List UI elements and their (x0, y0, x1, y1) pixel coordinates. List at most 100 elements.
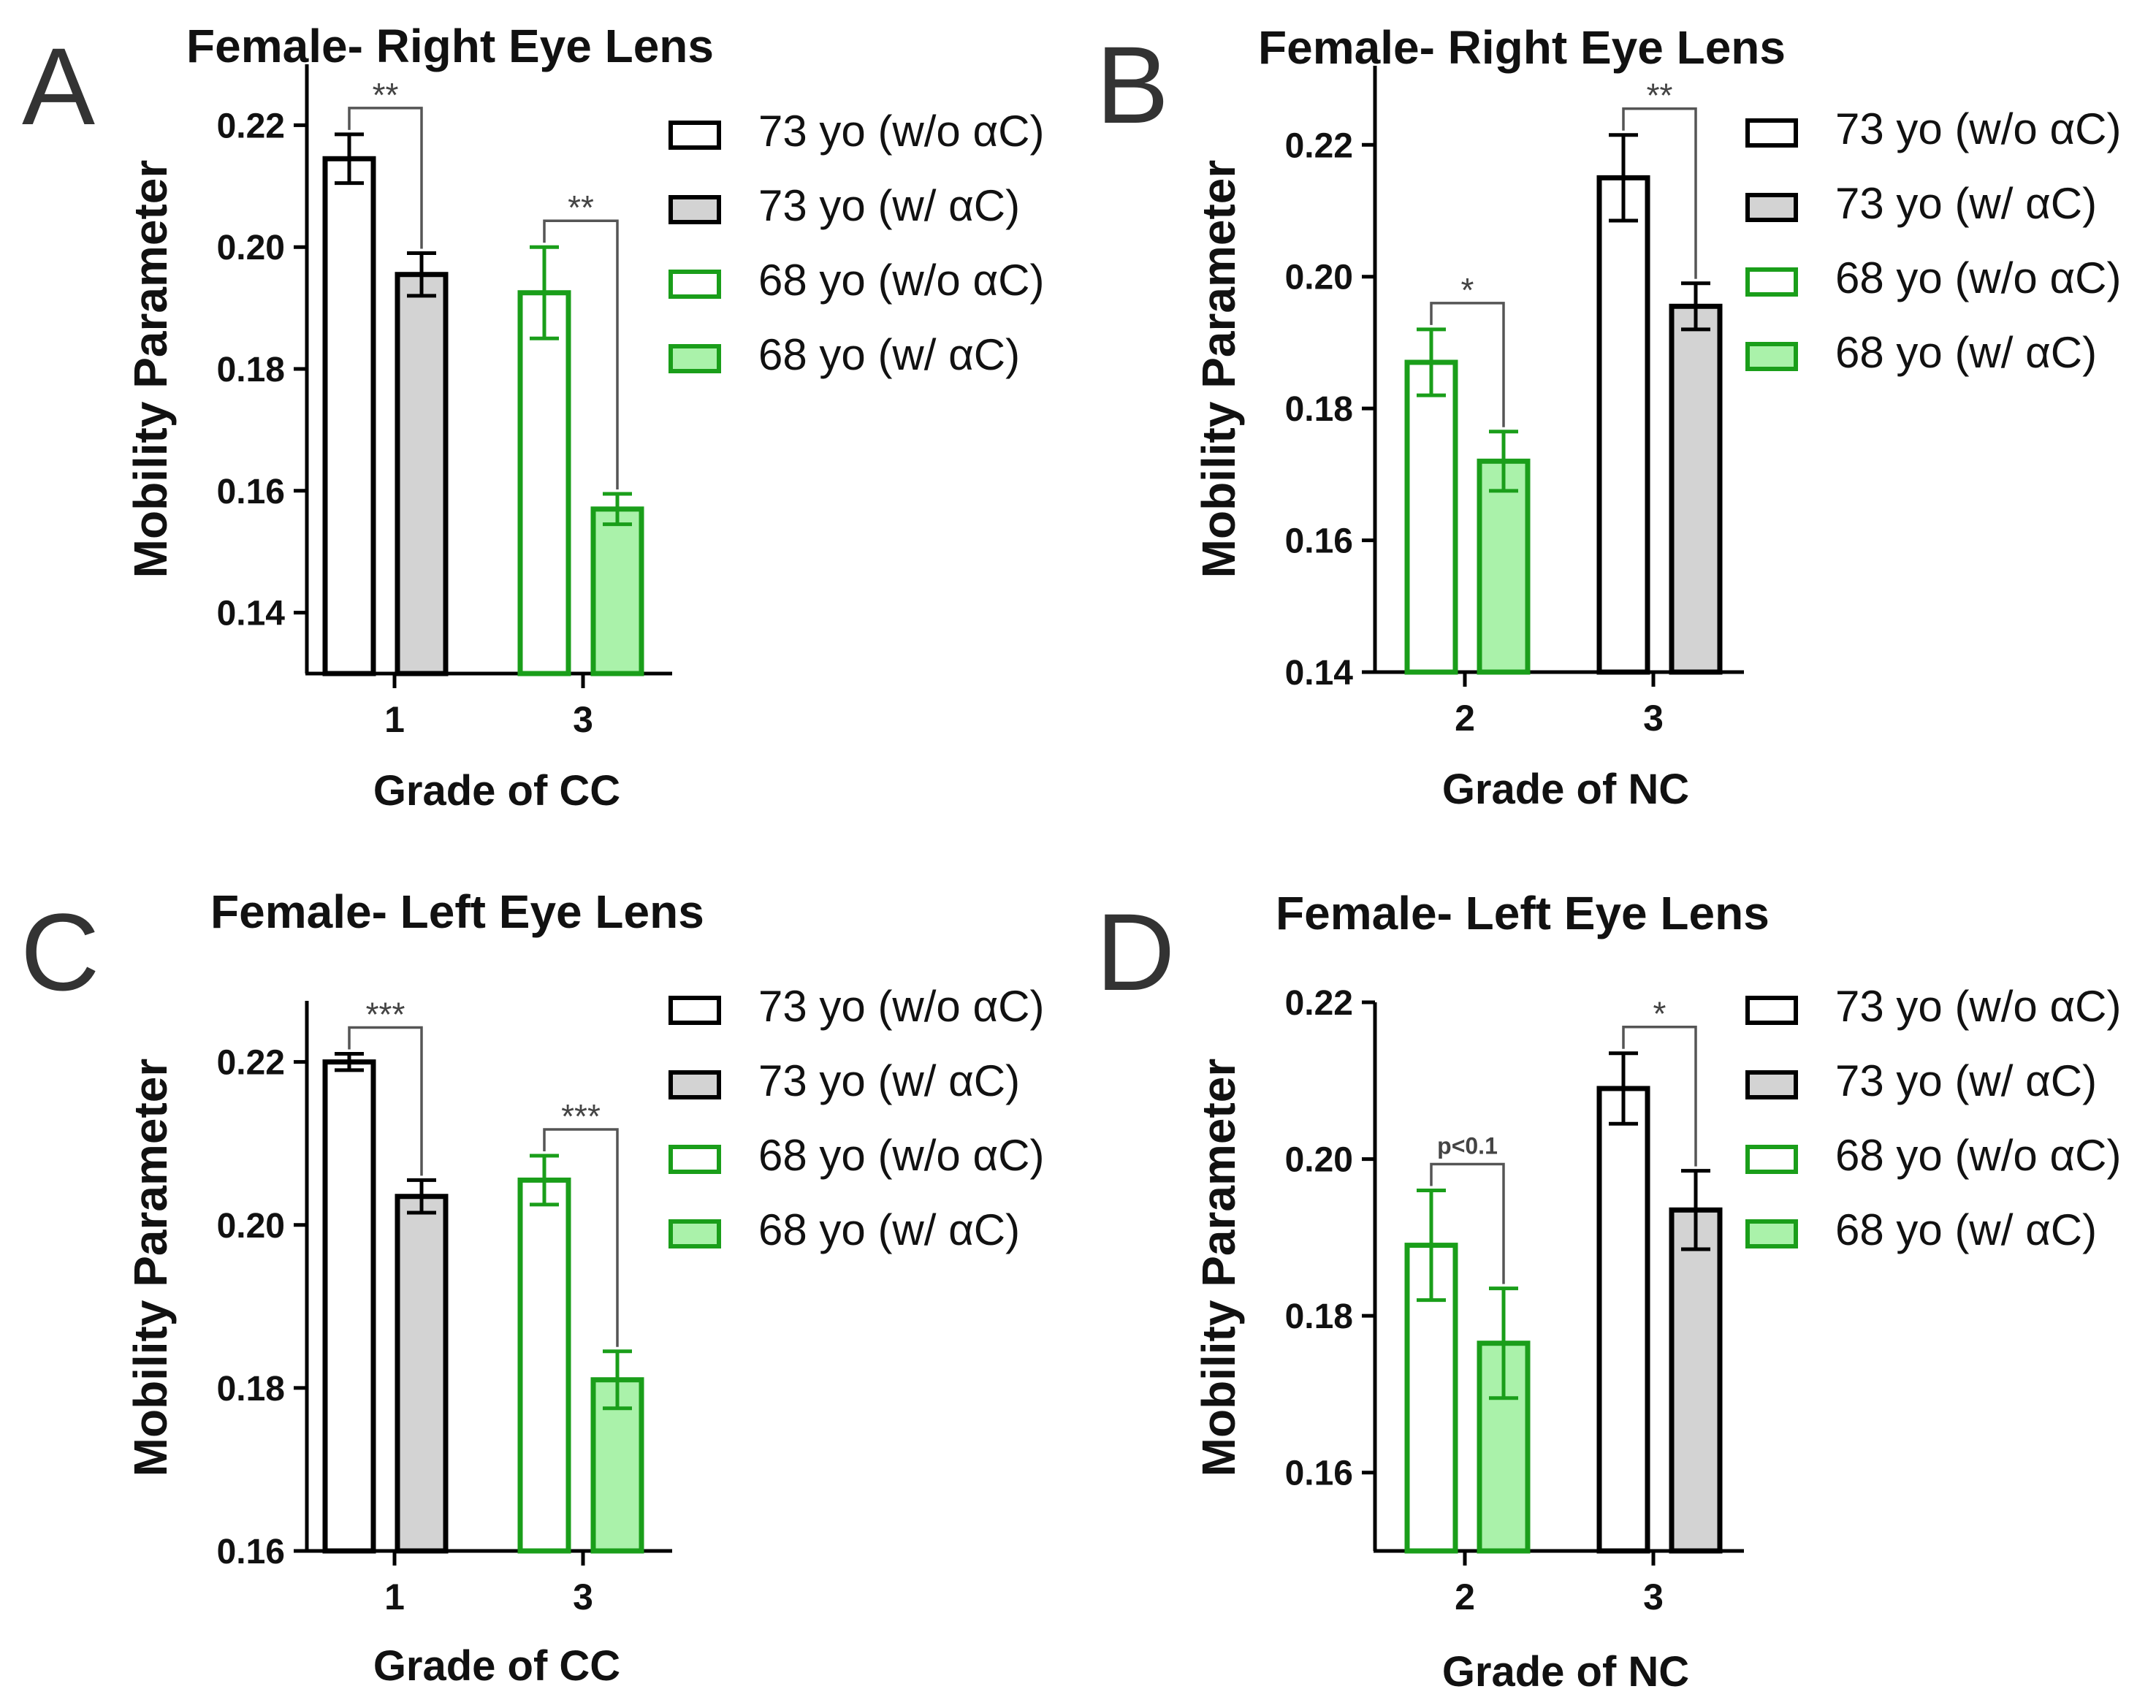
legend-swatch (668, 121, 721, 150)
bar (395, 272, 449, 676)
legend-swatch (668, 1145, 721, 1174)
y-tick-label: 0.14 (217, 595, 286, 633)
legend-label: 73 yo (w/ αC) (1835, 179, 2097, 228)
significance-label: ** (568, 188, 594, 226)
bar (1669, 303, 1723, 675)
significance-bracket (348, 107, 423, 249)
legend-label: 68 yo (w/o αC) (1835, 1131, 2121, 1180)
legend-label: 73 yo (w/o αC) (1835, 104, 2121, 153)
bar (395, 1194, 449, 1554)
legend-label: 73 yo (w/ αC) (1835, 1056, 2097, 1105)
bar (1596, 175, 1650, 675)
x-tick-label: 3 (573, 1577, 593, 1617)
y-tick-label: 0.16 (217, 1533, 285, 1571)
y-tick-label: 0.18 (1285, 1297, 1353, 1336)
y-tick-label: 0.20 (1285, 1141, 1353, 1180)
legend-label: 68 yo (w/o αC) (1835, 253, 2121, 302)
panel-a: A Female- Right Eye Lens Mobility Paramete… (22, 20, 1044, 815)
panel-letter: D (1096, 891, 1175, 1013)
panel-letter: B (1096, 23, 1169, 146)
legend-label: 68 yo (w/ αC) (758, 1205, 1020, 1254)
legend-swatch (668, 195, 721, 224)
bar (517, 290, 571, 676)
y-tick-label: 0.20 (217, 229, 285, 267)
legend-swatch (1745, 1145, 1798, 1174)
x-tick-label: 3 (573, 699, 593, 740)
y-tick-label: 0.22 (1285, 984, 1353, 1023)
significance-bracket (348, 1026, 423, 1176)
chart-title: Female- Right Eye Lens (186, 20, 714, 72)
y-tick-label: 0.22 (217, 1044, 285, 1083)
x-tick-label: 3 (1643, 698, 1664, 739)
bar (517, 1177, 571, 1554)
y-axis-label: Mobility Parameter (124, 160, 177, 579)
y-tick-label: 0.18 (217, 351, 285, 389)
y-tick-label: 0.16 (1285, 522, 1353, 561)
legend-label: 73 yo (w/ αC) (758, 1056, 1020, 1105)
significance-bracket (1430, 302, 1505, 427)
x-tick-label: 2 (1455, 1577, 1475, 1617)
legend-swatch (668, 1070, 721, 1099)
legend-swatch (1745, 1219, 1798, 1248)
legend-swatch (1745, 1070, 1798, 1099)
legend-swatch (668, 270, 721, 299)
y-tick-label: 0.16 (217, 473, 285, 511)
panel-letter: A (22, 25, 95, 148)
legend-label: 68 yo (w/o αC) (758, 1131, 1044, 1180)
x-axis-label: Grade of NC (1442, 1648, 1689, 1696)
panel-c: C Female- Left Eye Lens Mobility Parameter… (20, 885, 1044, 1690)
bar (1596, 1086, 1650, 1554)
chart-title: Female- Left Eye Lens (210, 885, 704, 938)
legend-swatch (668, 344, 721, 373)
legend-swatch (1745, 996, 1798, 1025)
y-tick-label: 0.18 (217, 1370, 285, 1408)
legend-swatch (668, 1219, 721, 1248)
panel-letter: C (20, 891, 99, 1013)
legend-swatch (1745, 193, 1798, 222)
bar (1477, 458, 1531, 675)
y-tick-label: 0.20 (217, 1207, 285, 1246)
significance-label: p<0.1 (1437, 1132, 1498, 1159)
significance-label: ** (1647, 77, 1673, 115)
significance-bracket (543, 1128, 619, 1347)
x-tick-label: 1 (384, 1577, 405, 1617)
x-axis-label: Grade of NC (1442, 766, 1689, 813)
x-tick-label: 1 (384, 699, 405, 740)
chart-title: Female- Left Eye Lens (1276, 887, 1770, 939)
bar (1404, 359, 1458, 675)
y-tick-label: 0.14 (1285, 654, 1354, 693)
legend-label: 68 yo (w/ αC) (1835, 1205, 2097, 1254)
legend-label: 68 yo (w/ αC) (758, 330, 1020, 379)
legend-label: 73 yo (w/o αC) (1835, 982, 2121, 1031)
legend-swatch (1745, 118, 1798, 148)
significance-bracket (1622, 107, 1697, 279)
x-tick-label: 3 (1643, 1577, 1664, 1617)
chart-title: Female- Right Eye Lens (1258, 21, 1786, 74)
significance-bracket (1430, 1162, 1505, 1284)
bar (322, 1059, 376, 1554)
significance-label: * (1461, 271, 1474, 309)
significance-label: * (1653, 995, 1666, 1033)
y-tick-label: 0.16 (1285, 1455, 1353, 1493)
significance-bracket (543, 219, 619, 489)
significance-label: *** (366, 996, 405, 1034)
bar (322, 156, 376, 676)
legend-swatch (668, 996, 721, 1025)
significance-label: *** (561, 1097, 601, 1135)
legend-label: 68 yo (w/ αC) (1835, 328, 2097, 377)
y-tick-label: 0.18 (1285, 390, 1353, 429)
panel-b: B Female- Right Eye Lens Mobility Paramete… (1096, 21, 2121, 813)
y-axis-label: Mobility Parameter (124, 1059, 177, 1477)
bar (590, 506, 644, 676)
x-tick-label: 2 (1455, 698, 1475, 739)
legend-label: 73 yo (w/o αC) (758, 982, 1044, 1031)
significance-label: ** (373, 76, 399, 114)
legend-label: 73 yo (w/ αC) (758, 181, 1020, 230)
legend-label: 68 yo (w/o αC) (758, 256, 1044, 305)
y-tick-label: 0.22 (217, 107, 285, 145)
x-axis-label: Grade of CC (373, 767, 620, 815)
legend-swatch (1745, 342, 1798, 371)
y-tick-label: 0.20 (1285, 259, 1353, 297)
significance-bracket (1622, 1025, 1697, 1167)
